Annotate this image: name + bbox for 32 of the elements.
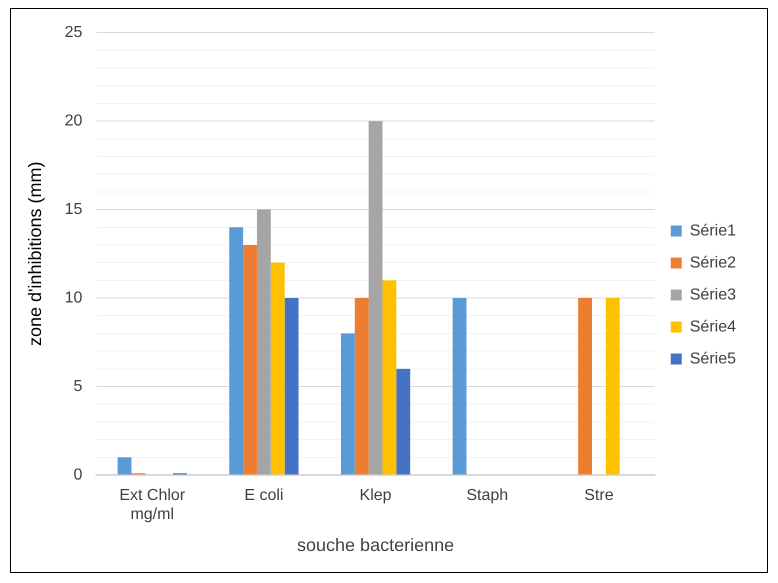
legend-label: Série3	[690, 286, 736, 304]
y-tick-label: 20	[64, 112, 82, 130]
y-axis-title: zone d'inhibitions (mm)	[24, 162, 45, 346]
legend-label: Série2	[690, 254, 736, 272]
x-tick-label: Staph	[466, 487, 508, 504]
bar	[270, 262, 285, 474]
x-tick-label: E coli	[244, 487, 284, 504]
bar	[606, 298, 620, 474]
bar	[354, 298, 369, 474]
bar	[340, 333, 355, 474]
y-tick-label: 10	[64, 289, 82, 306]
y-tick-label: 5	[73, 378, 82, 395]
bar	[256, 210, 271, 474]
x-tick-label: Stre	[584, 487, 614, 504]
bar	[578, 298, 592, 474]
bar	[118, 457, 132, 474]
bar	[229, 227, 244, 474]
y-tick-label: 0	[73, 466, 82, 484]
legend-label: Série5	[690, 350, 736, 368]
bar	[243, 244, 257, 474]
bar	[396, 368, 410, 474]
bar	[382, 280, 396, 474]
x-tick-label: Ext Chlor mg/ml	[119, 487, 186, 524]
bar	[452, 298, 466, 474]
bar	[284, 298, 299, 474]
x-tick-label: Klep	[360, 487, 392, 504]
y-tick-label: 15	[64, 200, 82, 218]
y-tick-label: 25	[64, 24, 82, 42]
legend-label: Série1	[690, 222, 736, 240]
bar	[368, 121, 382, 474]
legend-label: Série4	[690, 318, 736, 336]
x-axis-title: souche bacterienne	[297, 535, 454, 556]
